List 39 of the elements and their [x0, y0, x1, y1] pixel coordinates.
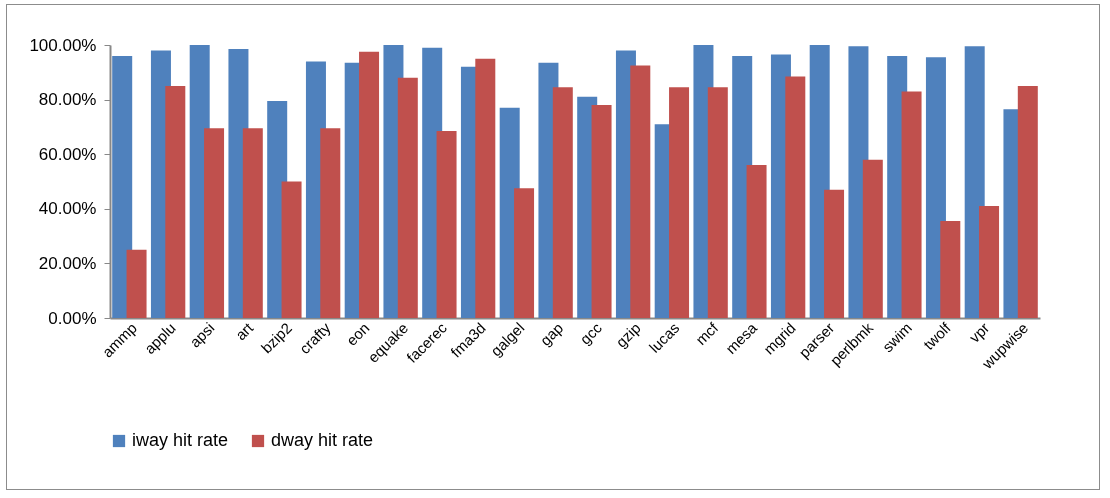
x-tick-label: gzip [612, 319, 644, 351]
bar [979, 206, 1000, 318]
bar [242, 128, 263, 318]
bar [901, 91, 922, 318]
x-tick-label: mcf [692, 318, 722, 349]
bar [746, 165, 767, 318]
bar [126, 249, 147, 318]
bar [591, 105, 612, 318]
x-tick-label: art [231, 318, 257, 344]
bar [359, 51, 380, 318]
bar [707, 87, 728, 318]
legend-label: dway hit rate [271, 430, 374, 450]
bar [320, 128, 341, 318]
bar [475, 58, 496, 318]
bar [862, 159, 883, 318]
bar [630, 65, 651, 318]
bar [669, 87, 690, 318]
bar [1017, 85, 1038, 318]
bar [436, 131, 457, 318]
x-tick-label: gcc [576, 318, 606, 348]
bar [165, 85, 186, 318]
x-tick-label: eon [342, 319, 373, 349]
bar [824, 189, 845, 318]
y-tick-label: 20.00% [38, 253, 97, 273]
bar [112, 55, 133, 318]
x-tick-label: gap [536, 319, 567, 349]
bar [397, 77, 418, 318]
bar [940, 221, 961, 318]
y-tick-label: 40.00% [38, 199, 97, 219]
bar [552, 87, 573, 318]
bar [281, 181, 302, 318]
bar [204, 128, 225, 318]
bar [514, 188, 535, 318]
bar [785, 76, 806, 318]
y-tick-label: 100.00% [29, 35, 97, 55]
legend-label: iway hit rate [132, 430, 229, 450]
y-tick-label: 60.00% [38, 144, 97, 164]
y-tick-label: 0.00% [48, 308, 97, 328]
y-tick-label: 80.00% [38, 90, 97, 110]
